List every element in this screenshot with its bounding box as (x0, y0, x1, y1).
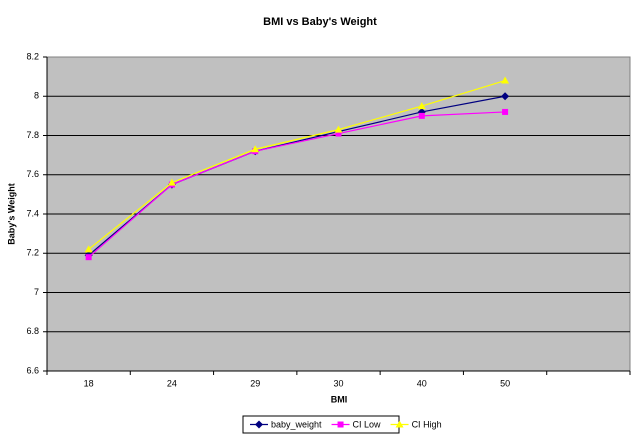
marker (334, 125, 343, 133)
y-tick-label: 6.8 (26, 326, 39, 336)
y-tick-label: 8 (34, 91, 39, 101)
y-tick-label: 7.2 (26, 248, 39, 258)
y-tick-label: 7 (34, 287, 39, 297)
marker (337, 421, 344, 428)
x-tick-label: 24 (167, 378, 177, 388)
y-axis-title: Baby's Weight (6, 183, 16, 244)
y-tick-label: 6.6 (26, 365, 39, 375)
marker (335, 130, 342, 137)
marker (255, 420, 263, 429)
marker (502, 108, 509, 115)
x-axis-title: BMI (331, 394, 348, 404)
marker (251, 145, 260, 153)
marker (417, 102, 426, 110)
y-tick-label: 7.8 (26, 130, 39, 140)
series-line (88, 111, 506, 258)
x-tick-label: 40 (417, 378, 427, 388)
marker (501, 92, 510, 101)
x-tick-label: 50 (500, 378, 510, 388)
marker (85, 254, 92, 261)
legend-label: baby_weight (271, 419, 322, 429)
marker (501, 76, 510, 84)
chart-title: BMI vs Baby's Weight (263, 16, 377, 28)
marker (395, 420, 404, 428)
y-tick-label: 8.2 (26, 51, 39, 61)
x-tick-label: 30 (333, 378, 343, 388)
marker (167, 178, 176, 186)
series-line (88, 79, 506, 250)
marker (84, 245, 93, 253)
x-tick-label: 18 (84, 378, 94, 388)
y-tick-label: 7.4 (26, 208, 39, 218)
marker (418, 112, 425, 119)
x-tick-label: 29 (250, 378, 260, 388)
legend-label: CI High (412, 419, 442, 429)
y-tick-label: 7.6 (26, 169, 39, 179)
legend-label: CI Low (353, 419, 382, 429)
